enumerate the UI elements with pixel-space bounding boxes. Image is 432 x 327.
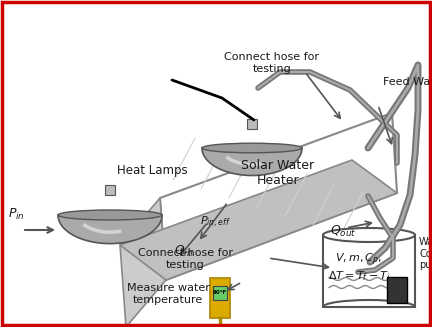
Polygon shape <box>160 113 397 280</box>
Text: $Q_{in}$: $Q_{in}$ <box>174 244 193 259</box>
Bar <box>247 119 257 129</box>
Circle shape <box>216 326 224 327</box>
Text: Connect hose for
testing: Connect hose for testing <box>137 248 232 269</box>
Ellipse shape <box>58 210 162 220</box>
Bar <box>323 235 415 307</box>
Text: 90°F: 90°F <box>213 290 227 296</box>
Text: Measure water
temperature: Measure water temperature <box>127 283 210 304</box>
Text: Heat Lamps: Heat Lamps <box>117 164 187 177</box>
Bar <box>210 278 230 318</box>
Text: Solar Water
Heater: Solar Water Heater <box>241 159 314 187</box>
Ellipse shape <box>323 228 415 242</box>
Ellipse shape <box>202 143 302 153</box>
Text: $V, m, C_p,$: $V, m, C_p,$ <box>335 252 383 268</box>
Text: $P_{in,eff}$: $P_{in,eff}$ <box>200 215 231 230</box>
Polygon shape <box>120 160 397 280</box>
Bar <box>105 185 115 195</box>
Text: $Q_{out}$: $Q_{out}$ <box>330 224 356 239</box>
Polygon shape <box>58 215 162 244</box>
Bar <box>213 286 227 300</box>
Text: Water
Collection
pump: Water Collection pump <box>419 237 432 270</box>
Text: Feed Water: Feed Water <box>383 77 432 87</box>
Text: Connect hose for
testing: Connect hose for testing <box>225 52 320 74</box>
Polygon shape <box>202 148 302 176</box>
Bar <box>387 277 407 303</box>
Text: $P_{in}$: $P_{in}$ <box>8 207 25 222</box>
Polygon shape <box>120 198 166 327</box>
Text: $\Delta T=T_f-T_i$: $\Delta T=T_f-T_i$ <box>328 270 390 284</box>
